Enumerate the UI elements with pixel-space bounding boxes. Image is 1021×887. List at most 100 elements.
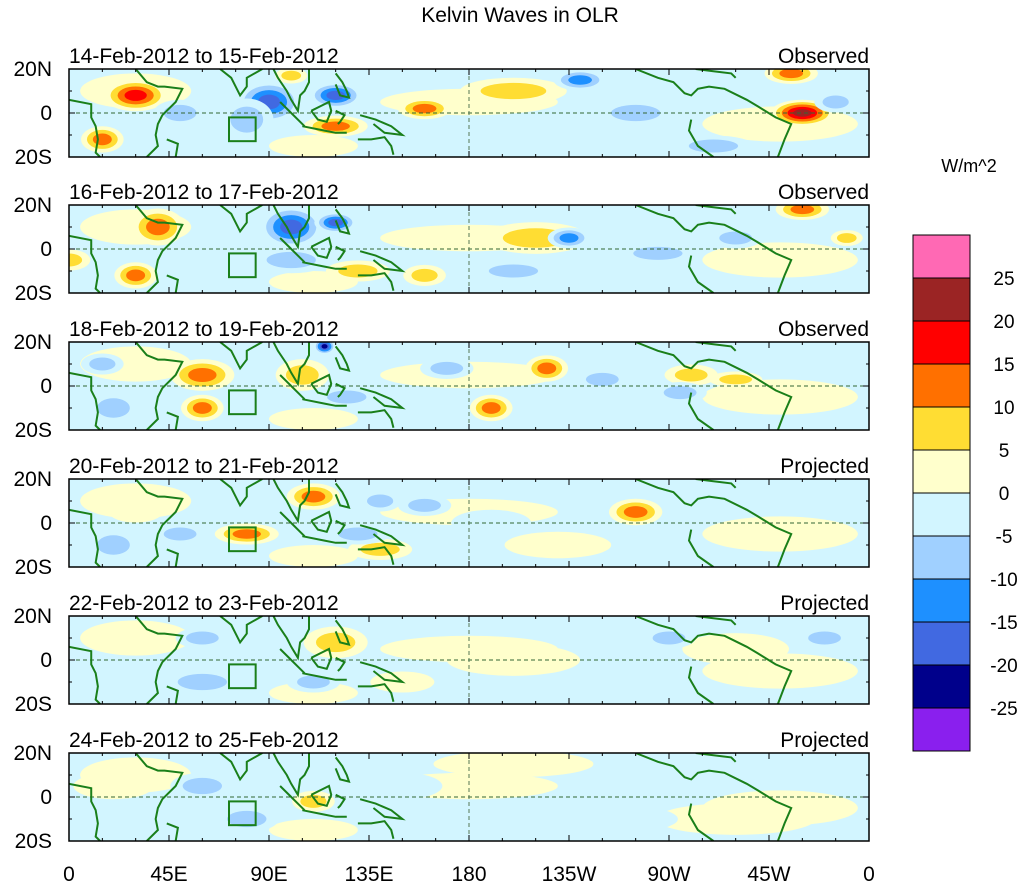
anomaly-contour — [559, 233, 579, 243]
latitude-label: 20S — [15, 556, 52, 579]
panel-status-label: Observed — [778, 45, 869, 68]
anomaly-contour — [481, 402, 501, 414]
anomaly-contour — [633, 246, 683, 260]
region-box-marker — [228, 526, 257, 553]
latitude-label: 20N — [13, 468, 52, 491]
anomaly-contour — [266, 251, 316, 269]
anomaly-contour — [808, 631, 841, 645]
latitude-label: 0 — [40, 649, 52, 672]
coastline — [302, 809, 347, 818]
panel-field — [69, 479, 869, 567]
map-panels: 20N 0 20S 14-Feb-2012 to 15-Feb-2012 Observe… — [13, 45, 870, 853]
colorbar-swatch — [912, 406, 971, 451]
longitude-tick-label: 45E — [150, 863, 187, 886]
colorbar: W/m^2 25 20 15 10 5 0 -5 -10 -15 -20 -25 — [912, 156, 1018, 752]
coastline — [166, 274, 180, 293]
coastline — [310, 784, 333, 807]
coastline — [219, 205, 263, 234]
latitude-label: 0 — [40, 102, 52, 125]
map-panel: 20N 0 20S 22-Feb-2012 to 23-Feb-2012 Project… — [13, 592, 870, 716]
coastline — [134, 753, 184, 841]
coastline — [334, 208, 351, 236]
colorbar-swatch — [912, 578, 971, 623]
coastline — [279, 101, 306, 127]
anomaly-contour — [321, 121, 350, 131]
panel-period-label: 22-Feb-2012 to 23-Feb-2012 — [69, 592, 339, 615]
anomaly-contour — [89, 357, 116, 371]
anomaly-contour — [188, 367, 217, 383]
coastline — [279, 237, 306, 263]
map-panel: 20N 0 20S 14-Feb-2012 to 15-Feb-2012 Observe… — [13, 45, 870, 169]
anomaly-contour — [338, 264, 378, 278]
colorbar-tick-label: 25 — [993, 269, 1014, 290]
colorbar-units: W/m^2 — [941, 156, 996, 176]
colorbar-swatch — [912, 363, 971, 408]
panel-status-label: Projected — [780, 729, 869, 752]
colorbar-tick-label: 20 — [993, 312, 1014, 333]
coastline — [279, 785, 306, 811]
coastline — [302, 125, 347, 134]
coastline — [687, 392, 715, 430]
coastline — [335, 382, 347, 398]
panel-field — [69, 616, 869, 704]
coastline — [302, 672, 347, 681]
anomaly-contour — [362, 772, 443, 800]
coastline — [134, 342, 184, 430]
anomaly-contour — [69, 253, 83, 267]
coastline — [310, 647, 333, 670]
coastline — [310, 236, 333, 259]
coastline — [272, 616, 310, 661]
region-box-marker — [228, 800, 257, 827]
coastline — [69, 508, 101, 567]
coastline — [310, 100, 333, 123]
anomaly-contour — [779, 69, 804, 79]
longitude-tick-label: 180 — [451, 863, 486, 886]
coastline — [219, 753, 263, 782]
latitude-label: 20S — [15, 830, 52, 853]
coastline — [272, 205, 310, 250]
anomaly-contour — [611, 104, 661, 122]
latitude-label: 20S — [15, 282, 52, 305]
coastline — [357, 136, 395, 156]
anomaly-contour — [411, 268, 438, 282]
coastline — [279, 511, 306, 537]
colorbar-tick-label: -25 — [990, 699, 1017, 720]
weak-anomaly-region — [269, 135, 358, 157]
coastline — [635, 753, 793, 841]
coastline — [695, 753, 737, 763]
longitude-tick-label: 0 — [63, 863, 75, 886]
longitude-tick-label: 0 — [863, 863, 875, 886]
coastline — [335, 109, 347, 125]
coastline — [334, 345, 351, 373]
latitude-label: 20N — [13, 194, 52, 217]
anomaly-contour — [585, 372, 619, 386]
coastline — [272, 342, 310, 387]
colorbar-swatch — [912, 664, 971, 709]
colorbar-swatch — [912, 320, 971, 365]
anomaly-contour — [297, 675, 330, 689]
anomaly-contour — [182, 777, 223, 795]
coastline — [335, 519, 347, 535]
coastline — [69, 371, 101, 430]
colorbar-tick-label: 10 — [993, 398, 1014, 419]
coastline — [69, 98, 101, 157]
coastline — [687, 255, 715, 293]
coastline — [695, 342, 737, 352]
colorbar-tick-label: -5 — [996, 527, 1013, 548]
coastline — [359, 387, 406, 410]
anomaly-contour — [571, 805, 678, 833]
coastline — [166, 685, 180, 704]
anomaly-contour — [230, 106, 264, 133]
region-box-marker — [228, 389, 257, 416]
latitude-label: 0 — [40, 375, 52, 398]
colorbar-swatch — [912, 621, 971, 666]
panel-field — [69, 69, 869, 157]
anomaly-contour — [163, 527, 197, 541]
anomaly-contour — [488, 264, 539, 278]
anomaly-contour — [430, 361, 464, 375]
longitude-tick-label: 90W — [647, 863, 690, 886]
coastline — [359, 524, 406, 547]
anomaly-contour — [674, 368, 708, 382]
